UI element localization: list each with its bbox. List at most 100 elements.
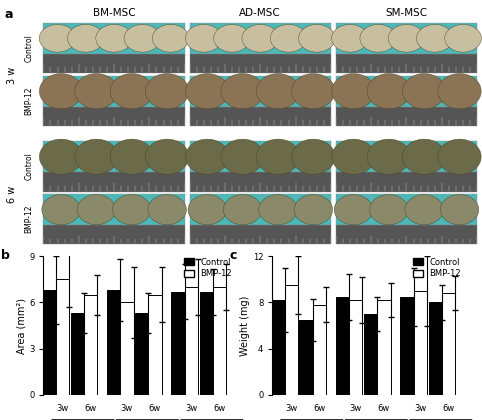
Polygon shape [67, 24, 104, 52]
Bar [200, 291, 213, 395]
Bar [336, 23, 477, 54]
Bar [336, 54, 477, 73]
Bar [189, 194, 331, 225]
Bar [42, 290, 56, 395]
Polygon shape [445, 24, 482, 52]
Polygon shape [124, 24, 161, 52]
Polygon shape [148, 194, 187, 225]
Polygon shape [77, 194, 116, 225]
Bar [377, 300, 390, 395]
Polygon shape [416, 24, 453, 52]
Bar [336, 141, 477, 172]
Polygon shape [40, 139, 83, 174]
Polygon shape [221, 139, 264, 174]
Y-axis label: Weight (mg): Weight (mg) [240, 295, 250, 356]
Text: Control: Control [25, 34, 33, 62]
Polygon shape [334, 194, 373, 225]
Polygon shape [188, 194, 227, 225]
Polygon shape [332, 74, 375, 109]
Y-axis label: Area (mm²): Area (mm²) [16, 297, 26, 354]
Polygon shape [388, 24, 425, 52]
Polygon shape [186, 74, 229, 109]
Polygon shape [112, 194, 151, 225]
Polygon shape [110, 139, 153, 174]
Text: BMP-12: BMP-12 [25, 87, 33, 115]
Polygon shape [110, 74, 153, 109]
Bar [189, 54, 331, 73]
Bar [84, 295, 97, 395]
Text: BMP-12: BMP-12 [25, 205, 33, 234]
Bar [70, 313, 84, 395]
Polygon shape [152, 24, 189, 52]
Polygon shape [146, 139, 189, 174]
Bar [364, 314, 377, 395]
Text: 3 w: 3 w [7, 67, 17, 84]
Bar [135, 313, 148, 395]
Polygon shape [292, 139, 335, 174]
Polygon shape [42, 194, 80, 225]
Bar [285, 285, 298, 395]
Text: BM-MSC: BM-MSC [93, 8, 135, 18]
Bar [189, 23, 331, 54]
Text: AD-MSC: AD-MSC [240, 8, 281, 18]
Polygon shape [40, 74, 83, 109]
Bar [213, 287, 226, 395]
Polygon shape [270, 24, 307, 52]
Bar [442, 293, 455, 395]
Polygon shape [186, 139, 229, 174]
Polygon shape [367, 74, 411, 109]
Polygon shape [440, 194, 479, 225]
Bar [120, 302, 134, 395]
Polygon shape [146, 74, 189, 109]
Polygon shape [186, 24, 222, 52]
Text: Control: Control [25, 152, 33, 180]
Text: 6 w: 6 w [7, 185, 17, 203]
Bar [336, 194, 477, 225]
Legend: Control, BMP-12: Control, BMP-12 [413, 257, 461, 278]
Bar [189, 76, 331, 107]
Bar [336, 107, 477, 126]
Bar [56, 279, 69, 395]
Bar [428, 302, 442, 395]
Polygon shape [405, 194, 443, 225]
Bar [43, 172, 185, 192]
Bar [336, 225, 477, 244]
Polygon shape [256, 74, 300, 109]
Polygon shape [332, 24, 368, 52]
Text: a: a [5, 8, 13, 21]
Polygon shape [402, 74, 446, 109]
Bar [336, 297, 349, 395]
Bar [43, 76, 185, 107]
Polygon shape [259, 194, 297, 225]
Bar [299, 320, 313, 395]
Bar [148, 295, 161, 395]
Polygon shape [221, 74, 264, 109]
Text: SM-MSC: SM-MSC [386, 8, 428, 18]
Polygon shape [75, 139, 118, 174]
Bar [336, 76, 477, 107]
Bar [414, 291, 427, 395]
Polygon shape [75, 74, 118, 109]
Bar [43, 141, 185, 172]
Text: c: c [230, 249, 237, 262]
Polygon shape [360, 24, 397, 52]
Bar [185, 287, 198, 395]
Polygon shape [438, 139, 481, 174]
Polygon shape [438, 74, 481, 109]
Bar [189, 172, 331, 192]
Polygon shape [242, 24, 279, 52]
Bar [401, 297, 414, 395]
Polygon shape [370, 194, 408, 225]
Bar [349, 300, 362, 395]
Bar [43, 107, 185, 126]
Polygon shape [214, 24, 250, 52]
Bar [43, 194, 185, 225]
Polygon shape [298, 24, 335, 52]
Text: b: b [1, 249, 10, 262]
Bar [313, 305, 326, 395]
Bar [107, 290, 120, 395]
Bar [43, 225, 185, 244]
Polygon shape [292, 74, 335, 109]
Polygon shape [294, 194, 333, 225]
Bar [43, 23, 185, 54]
